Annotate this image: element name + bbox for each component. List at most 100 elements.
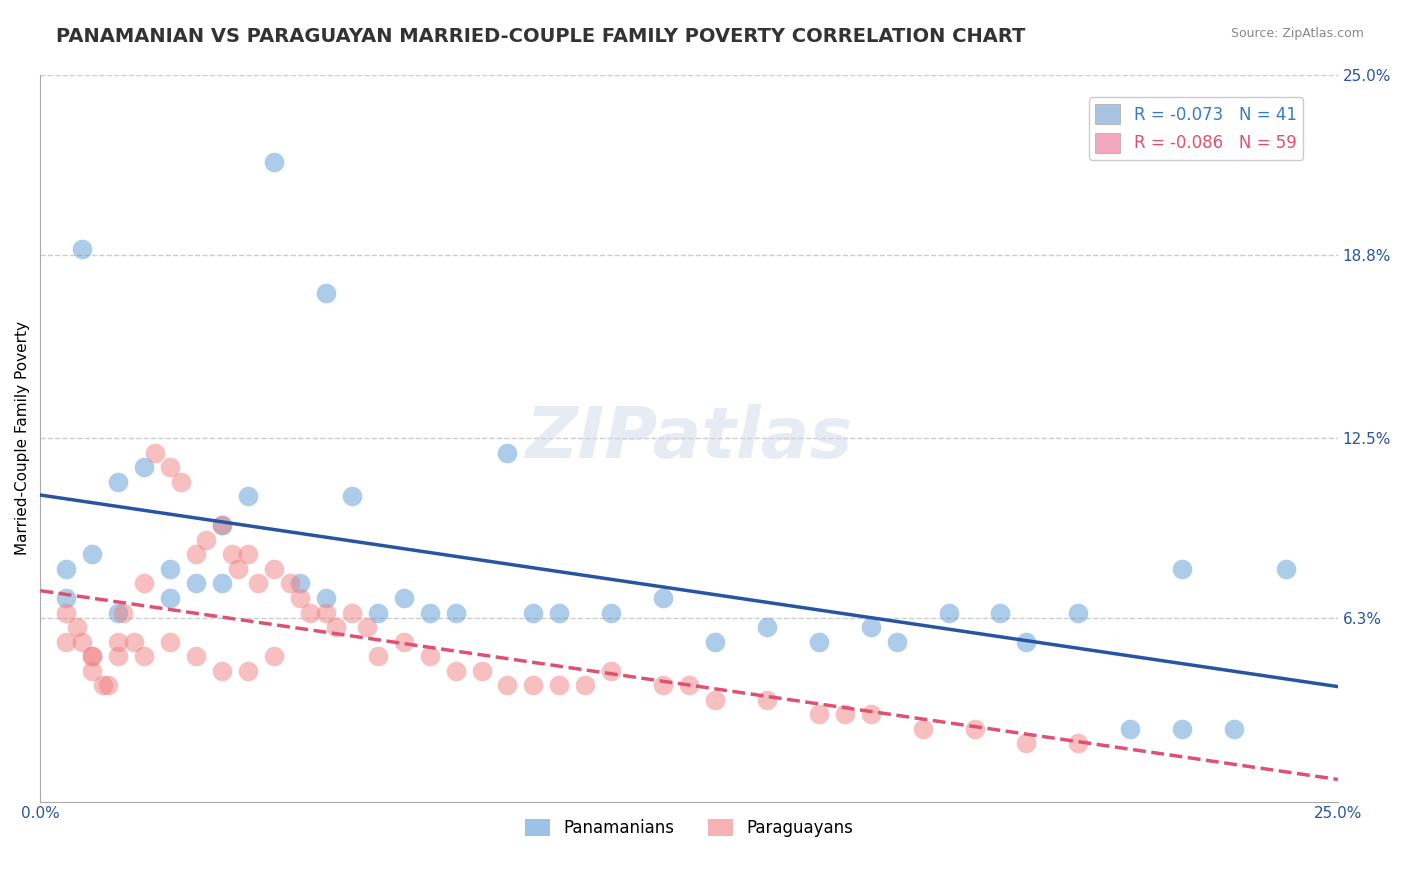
Text: Source: ZipAtlas.com: Source: ZipAtlas.com: [1230, 27, 1364, 40]
Point: [548, 678, 571, 692]
Point: [70, 242, 93, 256]
Point: [367, 649, 389, 664]
Point: [911, 722, 934, 736]
Point: [1067, 606, 1090, 620]
Point: [55, 591, 77, 605]
Point: [807, 634, 830, 648]
Point: [1015, 634, 1038, 648]
Point: [82, 547, 104, 561]
Point: [325, 620, 347, 634]
Point: [886, 634, 908, 648]
Point: [169, 475, 191, 489]
Point: [938, 606, 960, 620]
Point: [1067, 736, 1090, 750]
Point: [221, 547, 243, 561]
Y-axis label: Married-Couple Family Poverty: Married-Couple Family Poverty: [15, 321, 30, 555]
Point: [236, 489, 259, 503]
Point: [859, 620, 882, 634]
Point: [55, 634, 77, 648]
Point: [392, 591, 415, 605]
Point: [704, 634, 727, 648]
Point: [755, 693, 778, 707]
Point: [470, 664, 492, 678]
Point: [678, 678, 700, 692]
Point: [496, 678, 519, 692]
Point: [159, 591, 181, 605]
Point: [91, 678, 114, 692]
Point: [963, 722, 986, 736]
Point: [82, 664, 104, 678]
Point: [107, 475, 129, 489]
Point: [807, 707, 830, 722]
Point: [1223, 722, 1246, 736]
Point: [211, 518, 233, 533]
Point: [134, 576, 156, 591]
Point: [184, 649, 207, 664]
Point: [184, 576, 207, 591]
Point: [299, 606, 322, 620]
Point: [834, 707, 856, 722]
Point: [755, 620, 778, 634]
Point: [522, 678, 544, 692]
Point: [66, 620, 89, 634]
Point: [444, 606, 467, 620]
Point: [107, 606, 129, 620]
Point: [315, 606, 337, 620]
Point: [704, 693, 727, 707]
Point: [652, 678, 675, 692]
Point: [419, 649, 441, 664]
Point: [340, 606, 363, 620]
Point: [444, 664, 467, 678]
Point: [134, 649, 156, 664]
Point: [247, 576, 270, 591]
Point: [263, 562, 285, 576]
Point: [211, 518, 233, 533]
Text: PANAMANIAN VS PARAGUAYAN MARRIED-COUPLE FAMILY POVERTY CORRELATION CHART: PANAMANIAN VS PARAGUAYAN MARRIED-COUPLE …: [56, 27, 1025, 45]
Point: [55, 562, 77, 576]
Point: [600, 606, 623, 620]
Point: [184, 547, 207, 561]
Point: [859, 707, 882, 722]
Point: [107, 649, 129, 664]
Point: [122, 634, 145, 648]
Point: [112, 606, 135, 620]
Point: [159, 634, 181, 648]
Point: [97, 678, 120, 692]
Point: [392, 634, 415, 648]
Point: [1275, 562, 1298, 576]
Point: [990, 606, 1012, 620]
Point: [288, 591, 311, 605]
Point: [236, 664, 259, 678]
Point: [226, 562, 249, 576]
Legend: Panamanians, Paraguayans: Panamanians, Paraguayans: [519, 813, 859, 844]
Point: [600, 664, 623, 678]
Point: [159, 562, 181, 576]
Point: [55, 606, 77, 620]
Point: [1171, 562, 1194, 576]
Point: [1171, 722, 1194, 736]
Point: [263, 649, 285, 664]
Point: [278, 576, 301, 591]
Point: [195, 533, 218, 547]
Point: [288, 576, 311, 591]
Point: [211, 576, 233, 591]
Point: [496, 445, 519, 459]
Point: [143, 445, 166, 459]
Point: [236, 547, 259, 561]
Point: [134, 460, 156, 475]
Text: ZIPatlas: ZIPatlas: [526, 403, 853, 473]
Point: [548, 606, 571, 620]
Point: [82, 649, 104, 664]
Point: [522, 606, 544, 620]
Point: [82, 649, 104, 664]
Point: [574, 678, 596, 692]
Point: [419, 606, 441, 620]
Point: [315, 285, 337, 300]
Point: [356, 620, 378, 634]
Point: [1119, 722, 1142, 736]
Point: [211, 664, 233, 678]
Point: [340, 489, 363, 503]
Point: [263, 154, 285, 169]
Point: [1015, 736, 1038, 750]
Point: [367, 606, 389, 620]
